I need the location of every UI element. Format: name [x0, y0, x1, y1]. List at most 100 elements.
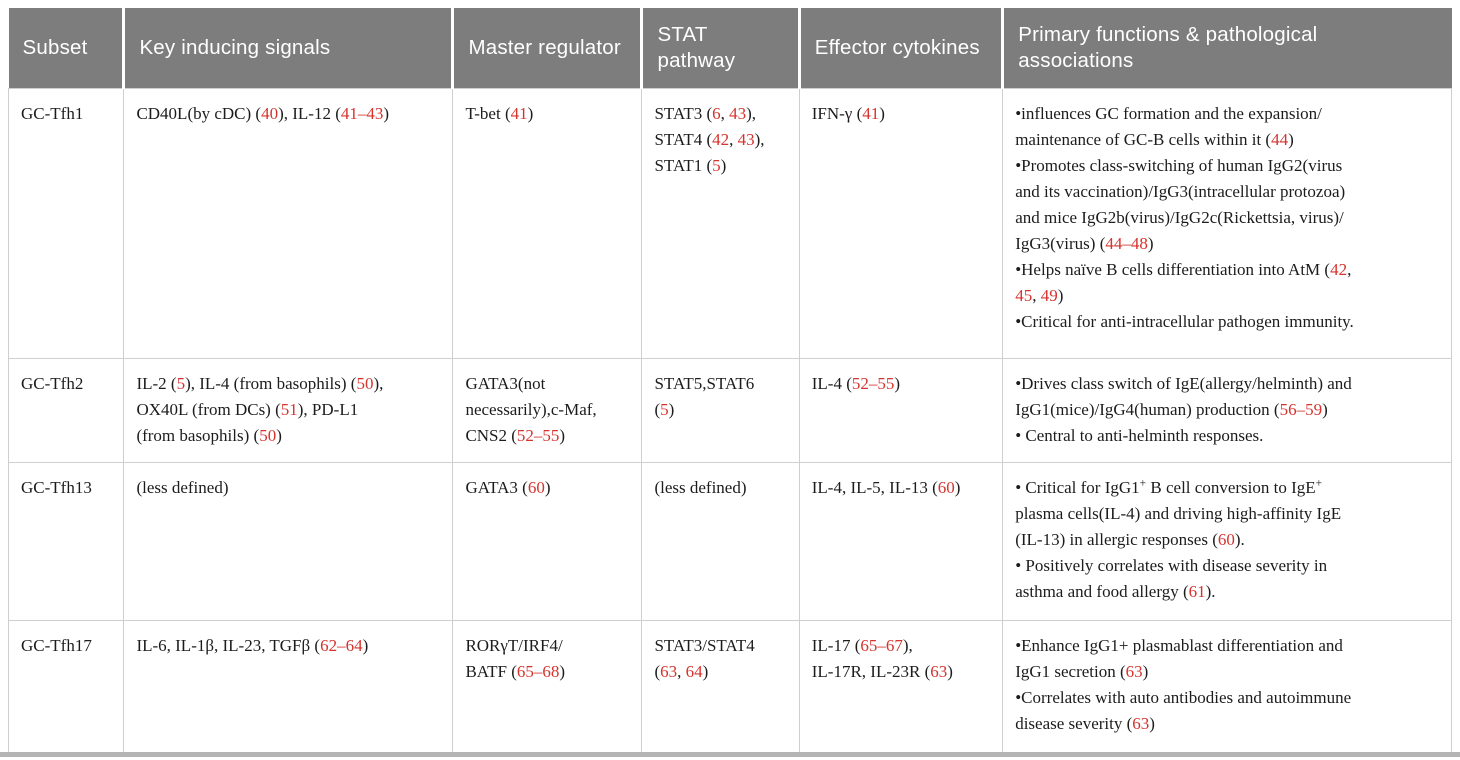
citation-link[interactable]: 50 [356, 373, 374, 393]
cell-text: STAT3 ( [654, 103, 713, 123]
citation-link[interactable]: 61 [1188, 581, 1206, 601]
column-header-label: Effector cytokines [814, 35, 980, 59]
cell-text: ) [954, 477, 961, 497]
cell-line: STAT1 (5) [654, 153, 786, 179]
citation-link[interactable]: 63 [930, 661, 948, 681]
citation-link[interactable]: 40 [261, 103, 279, 123]
cell-text: , [677, 661, 686, 681]
citation-link[interactable]: 63 [1132, 713, 1150, 733]
cell-text: •Critical for anti-intracellular pathoge… [1015, 311, 1354, 331]
citation-link[interactable]: 5 [176, 373, 186, 393]
cell-line: (5) [654, 397, 786, 423]
citation-link[interactable]: 42 [1330, 259, 1348, 279]
table-row: GC-Tfh2 IL-2 (5), IL-4 (from basophils) (… [7, 357, 1452, 463]
tfh-subsets-table: Subset Key inducing signals Master regul… [7, 8, 1452, 753]
cell-line: IL-2 (5), IL-4 (from basophils) (50), [136, 371, 440, 397]
cell-line: IL-17 (65–67), [812, 633, 990, 659]
citation-link[interactable]: 5 [712, 155, 721, 175]
superscript-text: + [1315, 476, 1323, 489]
citation-link[interactable]: 65–68 [516, 661, 560, 681]
cell-text: ) [559, 425, 566, 445]
subset-cell: GC-Tfh17 [7, 619, 125, 753]
table-row: GC-Tfh17 IL-6, IL-1β, IL-23, TGFβ (62–64)… [7, 619, 1452, 753]
citation-link[interactable]: 63 [1125, 661, 1143, 681]
citation-link[interactable]: 5 [660, 399, 669, 419]
cell-line: •Correlates with auto antibodies and aut… [1015, 685, 1439, 711]
cell-text: ) [527, 103, 534, 123]
citation-link[interactable]: 60 [527, 477, 545, 497]
citation-link[interactable]: 63 [660, 661, 678, 681]
master-regulator-cell: T-bet (41) [452, 87, 643, 359]
cell-line: BATF (65–68) [465, 659, 629, 685]
subset-cell: GC-Tfh2 [7, 357, 125, 463]
cell-text: and its vaccination)/IgG3(intracellular … [1015, 181, 1346, 201]
citation-link[interactable]: 60 [937, 477, 955, 497]
subset-cell: GC-Tfh1 [7, 87, 125, 359]
citation-link[interactable]: 60 [1217, 529, 1235, 549]
cell-text: ) [383, 103, 390, 123]
cell-line: •Drives class switch of IgE(allergy/helm… [1015, 371, 1439, 397]
cell-text: ) [1322, 399, 1328, 419]
citation-link[interactable]: 43 [737, 129, 755, 149]
cell-text: GC-Tfh2 [21, 373, 84, 393]
cell-text: ( [654, 661, 661, 681]
citation-link[interactable]: 45 [1015, 285, 1033, 305]
cell-text: •influences GC formation and the expansi… [1015, 103, 1322, 123]
citation-link[interactable]: 65–67 [860, 635, 903, 655]
key-inducing-signals-cell: IL-2 (5), IL-4 (from basophils) (50), OX4… [123, 357, 454, 463]
cell-text: IL-4, IL-5, IL-13 ( [811, 477, 938, 497]
citation-link[interactable]: 44–48 [1105, 233, 1148, 253]
master-regulator-cell: RORγT/IRF4/BATF (65–68) [452, 619, 643, 753]
citation-link[interactable]: 42 [712, 129, 730, 149]
cell-line: maintenance of GC-B cells within it (44) [1015, 127, 1439, 153]
cell-text: ) [1149, 713, 1155, 733]
column-header-label: Subset [22, 35, 88, 59]
cell-text: necessarily),c-Maf, [465, 399, 597, 419]
citation-link[interactable]: 6 [712, 103, 721, 123]
citation-link[interactable]: 44 [1271, 129, 1289, 149]
citation-link[interactable]: 52–55 [851, 373, 895, 393]
cell-line: 45, 49) [1015, 283, 1439, 309]
cell-line: IgG3(virus) (44–48) [1015, 231, 1439, 257]
cell-line: • Central to anti-helminth responses. [1015, 423, 1439, 449]
citation-link[interactable]: 41 [510, 103, 528, 123]
citation-link[interactable]: 50 [259, 425, 277, 445]
cell-text: CD40L(by cDC) ( [136, 103, 262, 123]
cell-text: , [1347, 259, 1352, 279]
cell-text: ), [373, 373, 384, 393]
cell-text: , [1032, 285, 1041, 305]
citation-link[interactable]: 41–43 [340, 103, 384, 123]
column-header-stat-pathway: STAT pathway [640, 8, 800, 88]
cell-line: •Enhance IgG1+ plasmablast differentiati… [1015, 633, 1439, 659]
cell-text: ) [276, 425, 282, 445]
cell-line: STAT3/STAT4 [654, 633, 786, 659]
cell-text: IgG1 secretion ( [1015, 661, 1126, 681]
tfh-subsets-table-container: Subset Key inducing signals Master regul… [7, 8, 1452, 753]
cell-text: ) [720, 155, 727, 175]
citation-link[interactable]: 51 [280, 399, 298, 419]
citation-link[interactable]: 49 [1040, 285, 1058, 305]
cell-text: RORγT/IRF4/ [465, 635, 563, 655]
table-row: GC-Tfh1 CD40L(by cDC) (40), IL-12 (41–43)… [7, 87, 1452, 359]
citation-link[interactable]: 52–55 [516, 425, 560, 445]
cell-text: ) [362, 635, 369, 655]
citation-link[interactable]: 64 [685, 661, 703, 681]
cell-line: OX40L (from DCs) (51), PD-L1 [136, 397, 440, 423]
cell-text: ) [1057, 285, 1064, 305]
cell-line: asthma and food allergy (61). [1015, 579, 1439, 605]
citation-link[interactable]: 41 [862, 103, 880, 123]
cell-line: CNS2 (52–55) [465, 423, 629, 449]
stat-pathway-cell: STAT3 (6, 43), STAT4 (42, 43), STAT1 (5) [641, 87, 800, 359]
cell-text: plasma cells(IL-4) and driving high-affi… [1015, 503, 1342, 523]
cell-text: •Drives class switch of IgE(allergy/helm… [1015, 373, 1352, 393]
cell-text: ), [754, 129, 765, 149]
cell-text: STAT5,STAT6 [654, 373, 755, 393]
citation-link[interactable]: 56–59 [1279, 399, 1323, 419]
citation-link[interactable]: 62–64 [320, 635, 363, 655]
cell-line: (from basophils) (50) [136, 423, 440, 449]
citation-link[interactable]: 43 [729, 103, 747, 123]
column-header-primary-functions: Primary functions & pathological associa… [1001, 8, 1452, 88]
cell-text: CNS2 ( [465, 425, 517, 445]
stat-pathway-cell: (less defined) [641, 461, 800, 621]
effector-cytokines-cell: IFN-γ (41) [798, 87, 1004, 359]
